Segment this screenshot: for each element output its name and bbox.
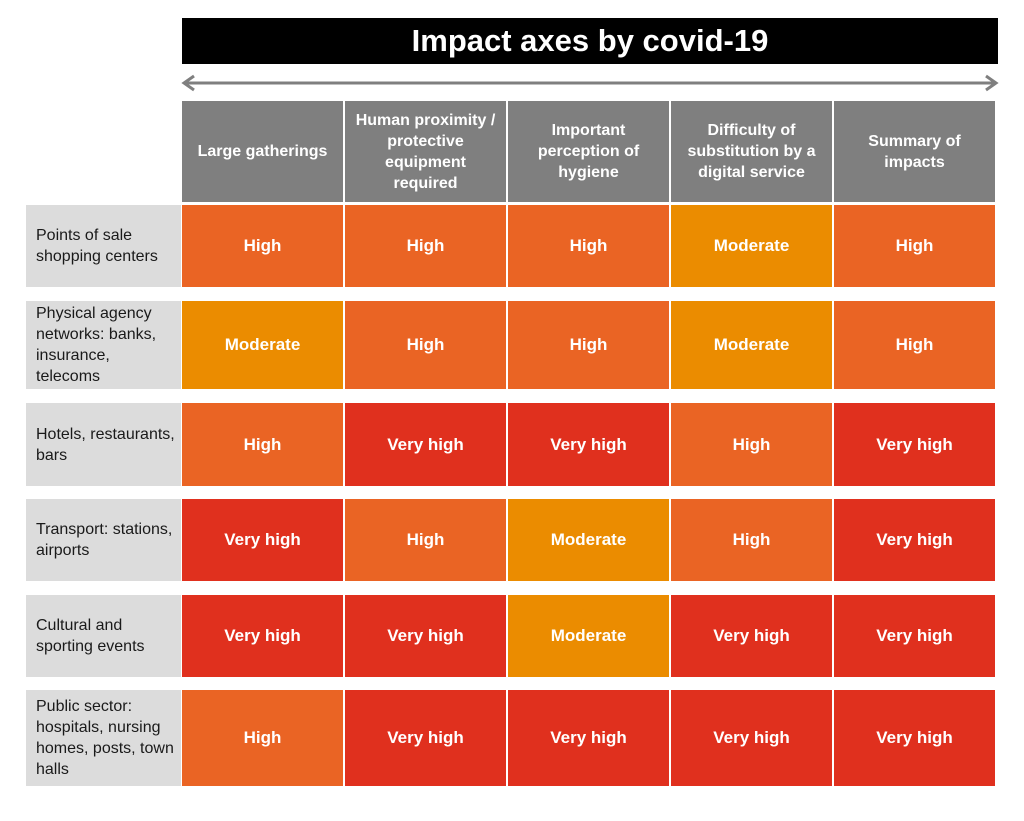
impact-cell: High xyxy=(182,690,343,786)
impact-cell: Very high xyxy=(345,403,506,486)
column-header: Large gatherings xyxy=(182,101,343,202)
row-label: Hotels, restaurants, bars xyxy=(26,403,181,486)
column-header: Difficulty of substitution by a digital … xyxy=(671,101,832,202)
impact-cell: High xyxy=(345,205,506,287)
impact-cell: Very high xyxy=(834,595,995,677)
impact-cell: High xyxy=(671,403,832,486)
impact-cell: Very high xyxy=(508,403,669,486)
column-header: Important perception of hygiene xyxy=(508,101,669,202)
impact-cell: Very high xyxy=(345,690,506,786)
column-header: Summary of impacts xyxy=(834,101,995,202)
row-label: Cultural and sporting events xyxy=(26,595,181,677)
row-label: Public sector: hospitals, nursing homes,… xyxy=(26,690,181,786)
impact-cell: High xyxy=(345,301,506,389)
impact-cell: Moderate xyxy=(508,499,669,581)
impact-cell: Very high xyxy=(671,595,832,677)
impact-cell: Very high xyxy=(671,690,832,786)
double-arrow-icon xyxy=(181,74,999,92)
impact-cell: Moderate xyxy=(508,595,669,677)
impact-cell: Moderate xyxy=(671,205,832,287)
impact-cell: Very high xyxy=(182,595,343,677)
row-label: Transport: stations, airports xyxy=(26,499,181,581)
impact-cell: Moderate xyxy=(182,301,343,389)
impact-cell: Very high xyxy=(508,690,669,786)
column-header: Human proximity / protective equipment r… xyxy=(345,101,506,202)
impact-cell: Very high xyxy=(182,499,343,581)
row-label: Points of sale shopping centers xyxy=(26,205,181,287)
impact-cell: Very high xyxy=(834,690,995,786)
impact-cell: Moderate xyxy=(671,301,832,389)
impact-cell: High xyxy=(834,301,995,389)
impact-cell: High xyxy=(834,205,995,287)
impact-cell: Very high xyxy=(834,499,995,581)
impact-cell: Very high xyxy=(834,403,995,486)
impact-cell: High xyxy=(508,301,669,389)
impact-cell: Very high xyxy=(345,595,506,677)
impact-cell: High xyxy=(182,403,343,486)
impact-cell: High xyxy=(671,499,832,581)
impact-cell: High xyxy=(508,205,669,287)
impact-cell: High xyxy=(345,499,506,581)
impact-cell: High xyxy=(182,205,343,287)
row-label: Physical agency networks: banks, insuran… xyxy=(26,301,181,389)
chart-title: Impact axes by covid-19 xyxy=(182,18,998,64)
